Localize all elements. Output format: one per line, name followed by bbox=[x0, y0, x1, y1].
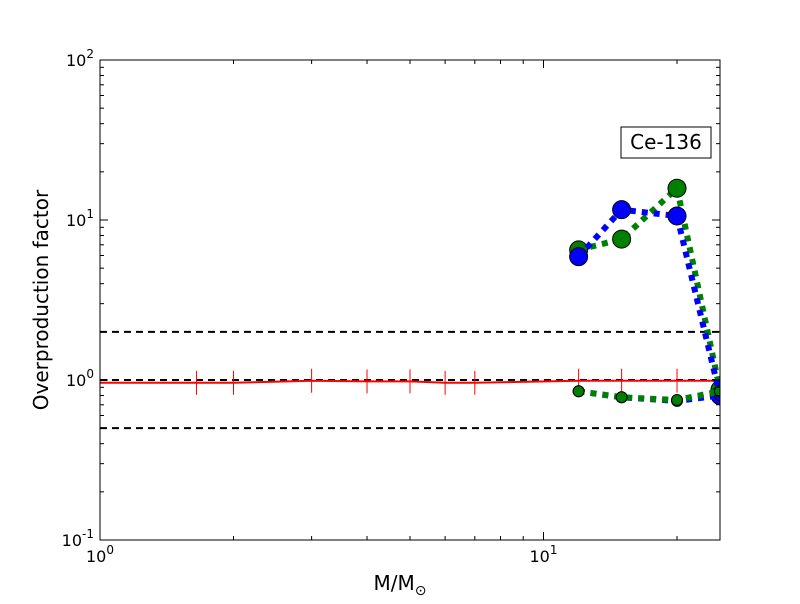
series-2-point-1 bbox=[612, 200, 632, 220]
series-0-line bbox=[100, 379, 720, 384]
series-1-point-2 bbox=[667, 178, 687, 198]
series-layer bbox=[100, 178, 720, 407]
annotation-frame bbox=[620, 126, 712, 159]
y-tick-label-2: 101 bbox=[66, 207, 94, 230]
y-tick-label-1: 100 bbox=[66, 367, 94, 390]
y-axis-label: Overproduction factor bbox=[29, 189, 53, 410]
series-4-point-2 bbox=[671, 393, 684, 406]
series-4-point-1 bbox=[615, 391, 628, 404]
series-4-point-3 bbox=[714, 385, 720, 398]
x-axis-label: M/M⊙ bbox=[374, 571, 427, 599]
plot-area bbox=[100, 60, 720, 540]
annotation-label: Ce-136 bbox=[630, 130, 702, 154]
annotation-box: Ce-136 bbox=[620, 126, 712, 159]
series-2-point-0 bbox=[569, 247, 589, 267]
y-tick-label-0: 10-1 bbox=[62, 527, 94, 550]
series-4-line bbox=[578, 388, 720, 404]
series-1-point-1 bbox=[612, 229, 632, 249]
series-2-point-2 bbox=[667, 206, 687, 226]
series-4-point-0 bbox=[572, 385, 585, 398]
x-tick-label-1: 101 bbox=[530, 543, 558, 566]
x-tick-label-0: 100 bbox=[86, 543, 114, 566]
y-tick-label-3: 102 bbox=[66, 47, 94, 70]
plot-frame bbox=[99, 59, 721, 541]
